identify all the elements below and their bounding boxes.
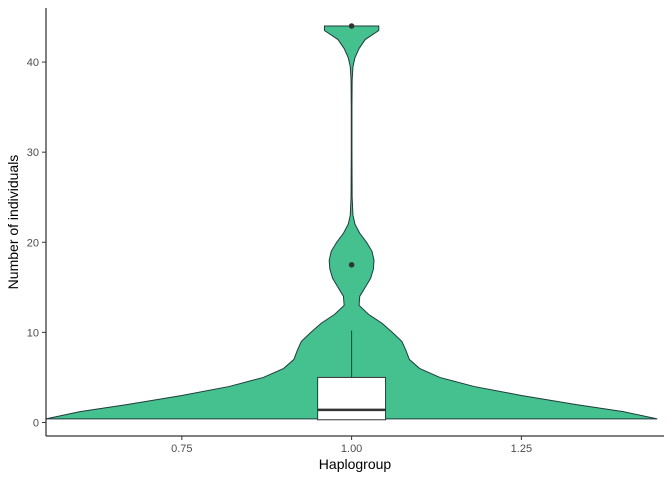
- y-tick-label: 40: [27, 57, 39, 69]
- violin-body: [45, 25, 658, 420]
- y-tick-label: 30: [27, 147, 39, 159]
- x-ticks: 0.75 1.00 1.25: [171, 436, 532, 455]
- outlier-point: [348, 23, 355, 29]
- x-axis-title: Haplogroup: [319, 456, 392, 472]
- y-ticks: 0 10 20 30 40: [27, 57, 46, 429]
- x-tick-label: 1.25: [511, 443, 532, 455]
- y-axis-title: Number of individuals: [5, 155, 21, 290]
- x-tick-label: 1.00: [341, 443, 362, 455]
- y-tick-label: 0: [33, 417, 39, 429]
- x-tick-label: 0.75: [171, 443, 192, 455]
- box: [317, 376, 387, 421]
- y-tick-label: 20: [27, 237, 39, 249]
- axes: [45, 8, 664, 437]
- plot-area: [45, 23, 658, 421]
- y-tick-label: 10: [27, 327, 39, 339]
- outlier-point: [348, 262, 355, 268]
